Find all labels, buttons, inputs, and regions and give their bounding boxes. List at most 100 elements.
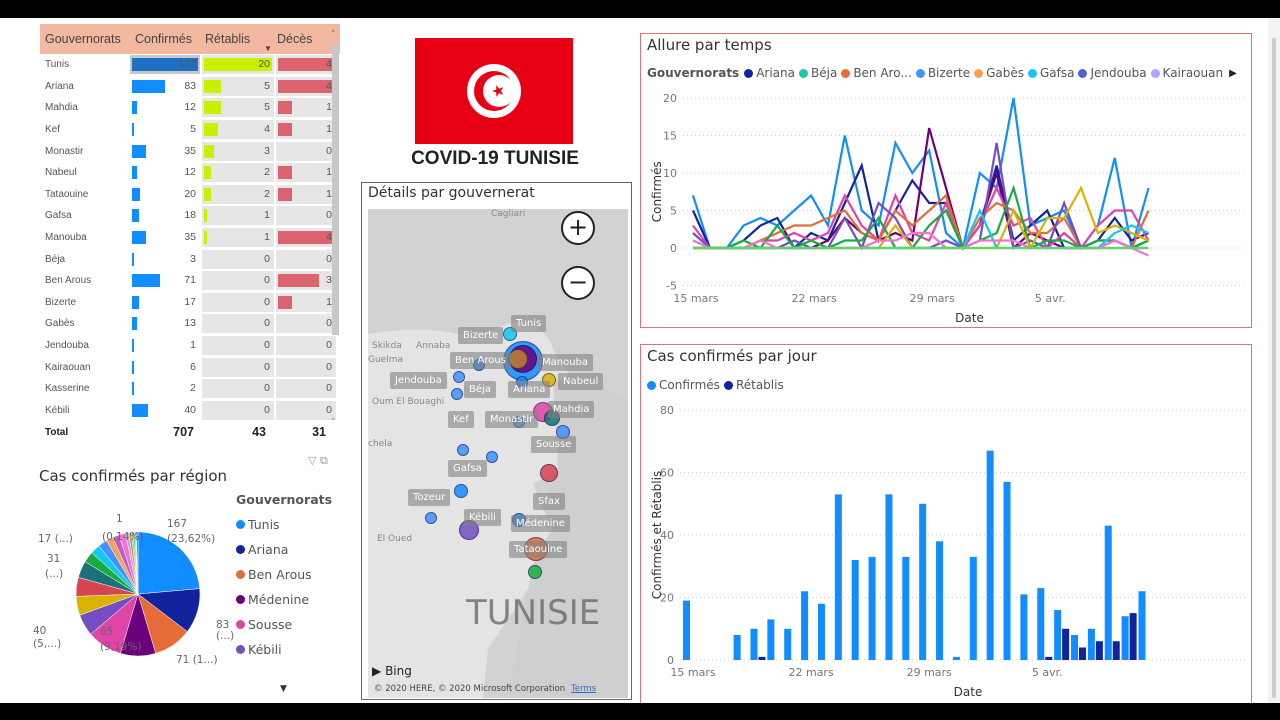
page-scrollbar[interactable]: [1268, 18, 1280, 703]
bar-confirmes[interactable]: [986, 450, 994, 660]
col-confirmes[interactable]: Confirmés: [135, 32, 192, 46]
bar-confirmes[interactable]: [1087, 628, 1095, 660]
cell-value: 18: [184, 209, 196, 222]
table-row[interactable]: Gafsa 18 1 0: [40, 205, 340, 227]
legend-item[interactable]: Ben Arous: [236, 562, 332, 587]
map[interactable]: Cagliari Skikda Annaba Guelma Oum El Bou…: [368, 209, 628, 698]
bar-confirmes[interactable]: [1104, 525, 1112, 660]
bar-retablis[interactable]: [1129, 613, 1137, 660]
map-bubble[interactable]: [454, 484, 468, 498]
zoom-out-button[interactable]: −: [561, 266, 595, 300]
col-gouvernorats[interactable]: Gouvernorats: [45, 32, 121, 46]
legend-item[interactable]: Gafsa: [1028, 66, 1074, 80]
legend-label: Ben Arous: [248, 567, 312, 582]
scroll-down-icon[interactable]: ˅: [331, 418, 336, 428]
bar-confirmes[interactable]: [834, 494, 842, 660]
legend-item[interactable]: Ariana: [744, 66, 795, 80]
bar-confirmes[interactable]: [1071, 635, 1079, 660]
table-row[interactable]: Jendouba 1 0 0: [40, 335, 340, 357]
cell-confirmés: 18: [130, 206, 200, 225]
bar-confirmes[interactable]: [868, 556, 876, 660]
pie-slice-tunis[interactable]: [137, 531, 201, 595]
bar-retablis[interactable]: [1095, 641, 1103, 660]
terms-link[interactable]: Terms: [571, 684, 597, 694]
table-row[interactable]: Ben Arous 71 0 3: [40, 270, 340, 292]
table-row[interactable]: Tunis 167 20 4: [40, 54, 340, 76]
line-series-8[interactable]: [692, 207, 1149, 250]
map-bubble[interactable]: [508, 349, 528, 369]
legend-item[interactable]: Tunis: [236, 512, 332, 537]
table-row[interactable]: Ariana 83 5 4: [40, 76, 340, 98]
bar-confirmes[interactable]: [750, 628, 758, 660]
bar-confirmes[interactable]: [784, 628, 792, 660]
scroll-up-icon[interactable]: ˄: [331, 30, 336, 40]
map-bubble[interactable]: [540, 464, 558, 482]
map-bubble[interactable]: [451, 388, 463, 400]
legend-item[interactable]: Ariana: [236, 537, 332, 562]
table-row[interactable]: Kébili 40 0 0: [40, 400, 340, 422]
legend-item[interactable]: Sousse: [236, 612, 332, 637]
legend-item[interactable]: Médenine: [236, 587, 332, 612]
legend-more-icon[interactable]: ▼: [280, 684, 287, 694]
bar-confirmes[interactable]: [969, 556, 977, 660]
bar-confirmes[interactable]: [902, 556, 910, 660]
zoom-in-button[interactable]: +: [561, 211, 595, 245]
focus-mode-icon[interactable]: ⧉: [319, 454, 328, 467]
legend-item[interactable]: Jendouba: [1078, 66, 1147, 80]
bar-confirmes[interactable]: [733, 635, 741, 660]
table-row[interactable]: Kef 5 4 1: [40, 119, 340, 141]
filter-icon[interactable]: ▽: [308, 454, 317, 467]
map-bubble[interactable]: [528, 565, 542, 579]
bar-retablis[interactable]: [758, 656, 766, 660]
bar-confirmes[interactable]: [1121, 616, 1129, 660]
table-row[interactable]: Tataouine 20 2 1: [40, 184, 340, 206]
bar-confirmes[interactable]: [817, 603, 825, 660]
legend-item[interactable]: Béja: [799, 66, 837, 80]
bar-confirmes[interactable]: [919, 503, 927, 660]
map-bubble[interactable]: [453, 371, 465, 383]
legend-item[interactable]: Confirmés: [647, 378, 720, 392]
bar-retablis[interactable]: [1045, 656, 1053, 660]
bar-confirmes[interactable]: [952, 656, 960, 660]
pie-slice-other[interactable]: [136, 531, 139, 595]
cell-rétablis: 0: [202, 249, 274, 269]
col-deces[interactable]: Décès: [277, 32, 313, 46]
bar-confirmes[interactable]: [851, 560, 859, 660]
map-bubble[interactable]: [486, 451, 498, 463]
table-row[interactable]: Kairaouan 6 0 0: [40, 356, 340, 378]
line-series-6[interactable]: [693, 184, 1149, 250]
legend-item[interactable]: Ben Aro...: [841, 66, 912, 80]
col-retablis[interactable]: Rétablis ▼: [200, 24, 272, 54]
table-row[interactable]: Manouba 35 1 4: [40, 227, 340, 249]
legend-item[interactable]: Rétablis: [723, 378, 784, 392]
bar-confirmes[interactable]: [885, 494, 893, 660]
legend-item[interactable]: Kairaouan: [1150, 66, 1223, 80]
legend-item[interactable]: Bizerte: [915, 66, 970, 80]
table-row[interactable]: Monastir 35 3 0: [40, 140, 340, 162]
bar-confirmes[interactable]: [936, 541, 944, 660]
table-row[interactable]: Kasserine 2 0 0: [40, 378, 340, 400]
bar-confirmes[interactable]: [801, 591, 809, 660]
table-scrollbar[interactable]: ˄ ˅: [331, 30, 340, 430]
table-row[interactable]: Bizerte 17 0 1: [40, 292, 340, 314]
legend-item[interactable]: Gabès: [974, 66, 1024, 80]
bar-confirmes[interactable]: [1054, 610, 1062, 660]
map-bubble[interactable]: [425, 512, 437, 524]
bar-retablis[interactable]: [1062, 628, 1070, 660]
table-row[interactable]: Gabès 13 0 0: [40, 313, 340, 335]
bar-confirmes[interactable]: [1003, 481, 1011, 660]
bar-confirmes[interactable]: [767, 619, 775, 660]
bar-retablis[interactable]: [1079, 647, 1087, 661]
map-bubble[interactable]: [457, 444, 469, 456]
bar-retablis[interactable]: [1112, 641, 1120, 660]
cell-rétablis: 0: [202, 336, 274, 356]
bar-confirmes[interactable]: [1020, 594, 1028, 660]
bar-confirmes[interactable]: [1037, 588, 1045, 660]
table-row[interactable]: Nabeul 12 2 1: [40, 162, 340, 184]
legend-next-icon[interactable]: ▶: [1229, 67, 1237, 79]
table-row[interactable]: Mahdia 12 5 1: [40, 97, 340, 119]
bar-confirmes[interactable]: [1138, 591, 1146, 660]
bar-confirmes[interactable]: [683, 600, 690, 660]
table-row[interactable]: Béja 3 0 0: [40, 248, 340, 270]
legend-item[interactable]: Kébili: [236, 637, 332, 662]
